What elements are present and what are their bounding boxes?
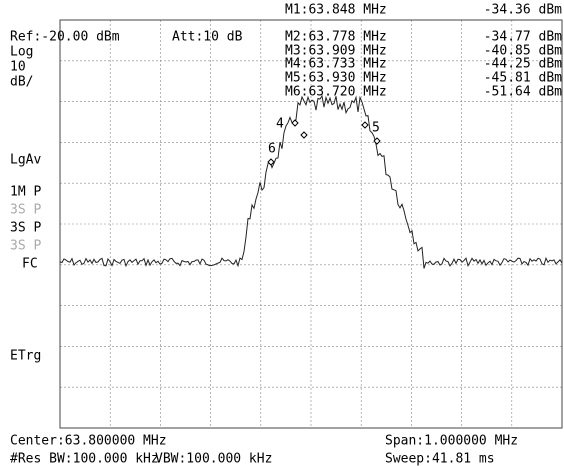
marker-level: -40.85 dBm [484,44,562,59]
grid [60,20,562,428]
avg-type: LgAv [10,153,41,168]
sweep: Sweep:41.81 ms [385,452,495,466]
fc-label: FC [22,257,38,272]
marker-level: -45.81 dBm [484,71,562,86]
rbw: #Res BW:100.000 kHz [10,452,159,466]
trace [59,94,563,269]
trace-mode: 3S P [10,239,41,254]
marker-frequency: M1:63.848 MHz [285,3,387,18]
marker-level: -51.64 dBm [484,85,562,100]
marker-level: -44.25 dBm [484,57,562,72]
span: Span:1.000000 MHz [385,434,518,449]
trace-mode: 3S P [10,221,41,236]
marker-number: 4 [276,117,284,132]
graticule-frame [59,19,563,429]
marker-frequency: M3:63.909 MHz [285,44,387,59]
marker-number: 5 [372,121,380,136]
trace-mode: 3S P [10,203,41,218]
trace-markers: 4 6 5 [267,117,381,166]
marker-frequency: M5:63.930 MHz [285,71,387,86]
marker-frequency: M6:63.720 MHz [285,85,387,100]
marker-number: 6 [268,142,276,157]
attenuation: Att:10 dB [172,30,243,45]
marker-level: -34.36 dBm [484,3,562,18]
marker-frequency: M2:63.778 MHz [285,30,387,45]
marker-diamond [267,119,381,166]
marker-frequency: M4:63.733 MHz [285,57,387,72]
marker-table: M1:63.848 MHz -34.36 dBm M2:63.778 MHz -34.… [285,3,562,100]
trigger: ETrg [10,349,41,364]
center-freq: Center:63.800000 MHz [10,434,167,449]
unit: dB/ [10,75,33,90]
marker-level: -34.77 dBm [484,30,562,45]
trace-mode: 1M P [10,185,41,200]
ref-level: Ref:-20.00 dBm [10,30,120,45]
vbw: VBW:100.000 kHz [155,452,272,466]
per-div: 10 [10,60,26,75]
scale: Log [10,45,33,60]
